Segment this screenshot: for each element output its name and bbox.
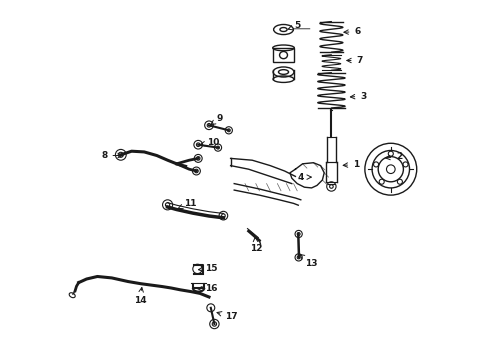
Text: 8: 8 xyxy=(101,151,122,160)
Text: 1: 1 xyxy=(343,160,359,169)
Text: 11: 11 xyxy=(178,199,196,209)
Text: 7: 7 xyxy=(347,56,363,65)
Text: 6: 6 xyxy=(344,27,361,36)
Text: 14: 14 xyxy=(134,288,146,305)
Text: 5: 5 xyxy=(288,22,301,31)
Text: 3: 3 xyxy=(350,92,367,101)
Text: 15: 15 xyxy=(198,264,218,273)
Bar xyxy=(273,48,294,62)
Text: 10: 10 xyxy=(200,138,220,147)
Text: 13: 13 xyxy=(300,255,318,268)
Text: 17: 17 xyxy=(217,312,238,321)
Text: 4: 4 xyxy=(298,173,311,182)
Text: 2: 2 xyxy=(386,152,402,161)
Text: 12: 12 xyxy=(249,237,262,253)
Text: 9: 9 xyxy=(211,114,223,125)
Text: 16: 16 xyxy=(198,284,218,293)
